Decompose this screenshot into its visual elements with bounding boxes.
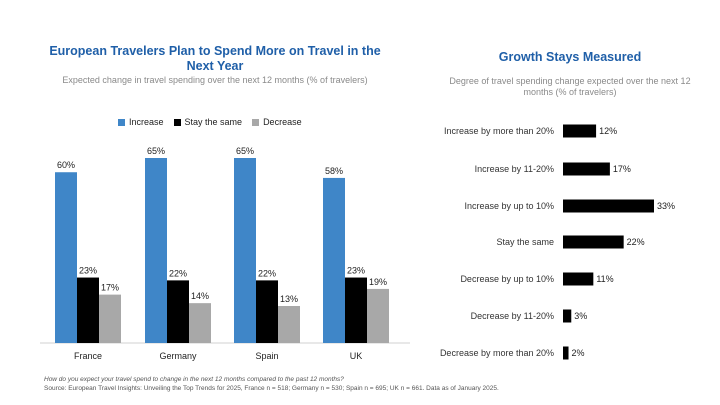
right-chart-title: Growth Stays Measured [498, 50, 642, 64]
bar-france-increase [55, 172, 77, 343]
legend-swatch-increase [118, 118, 125, 126]
data-label-stay-the-same: 22% [627, 237, 645, 247]
category-label-decrease-by-up-to-10: Decrease by up to 10% [460, 274, 554, 284]
bar-france-decrease [99, 294, 121, 343]
bar-uk-increase [323, 177, 345, 343]
legend-swatch-stay-the-same [173, 118, 181, 126]
data-label-decrease-by-more-than-20: 2% [572, 348, 585, 358]
legend-swatch-decrease [252, 118, 260, 126]
footnote-question: How do you expect your travel spend to c… [44, 376, 344, 383]
footnote-source: Source: European Travel Insights: Unveil… [44, 385, 499, 392]
bar-stay-the-same [563, 235, 624, 249]
category-label-uk: UK [350, 351, 363, 361]
legend-item-increase: Increase [118, 117, 164, 127]
legend-label-decrease: Decrease [263, 117, 302, 127]
legend-item-decrease: Decrease [252, 117, 302, 127]
bar-germany-stay-the-same [167, 280, 189, 343]
bar-spain-decrease [278, 306, 300, 343]
category-label-stay-the-same: Stay the same [496, 237, 554, 247]
category-label-decrease-by-more-than-20: Decrease by more than 20% [440, 348, 554, 358]
data-label-germany-decrease: 14% [191, 291, 209, 301]
data-label-uk-increase: 58% [325, 166, 343, 176]
data-label-spain-stay-the-same: 22% [258, 268, 276, 278]
legend-item-stay-the-same: Stay the same [173, 117, 243, 127]
data-label-spain-increase: 65% [236, 146, 254, 156]
bar-germany-decrease [189, 303, 211, 343]
category-label-germany: Germany [159, 351, 197, 361]
data-label-decrease-by-up-to-10: 11% [596, 274, 613, 284]
data-label-uk-decrease: 19% [369, 277, 387, 287]
category-label-france: France [74, 351, 102, 361]
bar-france-stay-the-same [77, 277, 99, 343]
bar-spain-stay-the-same [256, 280, 278, 343]
legend-label-stay-the-same: Stay the same [184, 117, 243, 127]
bar-increase-by-11-20 [563, 162, 610, 176]
left-chart-title: European Travelers Plan to Spend More on… [49, 44, 381, 73]
right-chart-subtitle: Degree of travel spending change expecte… [449, 76, 691, 97]
data-label-increase-by-more-than-20: 12% [599, 126, 617, 136]
bar-germany-increase [145, 158, 167, 343]
data-label-france-stay-the-same: 23% [79, 266, 97, 276]
data-label-france-increase: 60% [57, 160, 75, 170]
category-label-decrease-by-11-20: Decrease by 11-20% [471, 311, 554, 321]
category-label-spain: Spain [255, 351, 278, 361]
data-label-decrease-by-11-20: 3% [574, 311, 587, 321]
legend: Increase Stay the same Decrease [118, 117, 302, 127]
bar-decrease-by-11-20 [563, 309, 572, 323]
bar-decrease-by-up-to-10 [563, 272, 594, 286]
bar-spain-increase [234, 158, 256, 343]
bar-increase-by-more-than-20 [563, 124, 597, 138]
data-label-france-decrease: 17% [101, 283, 119, 293]
footnote: How do you expect your travel spend to c… [44, 375, 499, 393]
category-label-increase-by-up-to-10: Increase by up to 10% [464, 201, 554, 211]
bar-uk-decrease [367, 288, 389, 343]
data-label-uk-stay-the-same: 23% [347, 266, 365, 276]
data-label-germany-stay-the-same: 22% [169, 268, 187, 278]
left-chart-subtitle: Expected change in travel spending over … [62, 75, 368, 85]
bar-decrease-by-more-than-20 [563, 346, 569, 360]
bar-increase-by-up-to-10 [563, 199, 654, 213]
legend-label-increase: Increase [129, 117, 164, 127]
data-label-spain-decrease: 13% [280, 294, 298, 304]
data-label-increase-by-up-to-10: 33% [657, 201, 675, 211]
bar-uk-stay-the-same [345, 277, 367, 343]
category-label-increase-by-more-than-20: Increase by more than 20% [444, 126, 554, 136]
category-label-increase-by-11-20: Increase by 11-20% [475, 164, 554, 174]
data-label-increase-by-11-20: 17% [613, 164, 631, 174]
data-label-germany-increase: 65% [147, 146, 165, 156]
